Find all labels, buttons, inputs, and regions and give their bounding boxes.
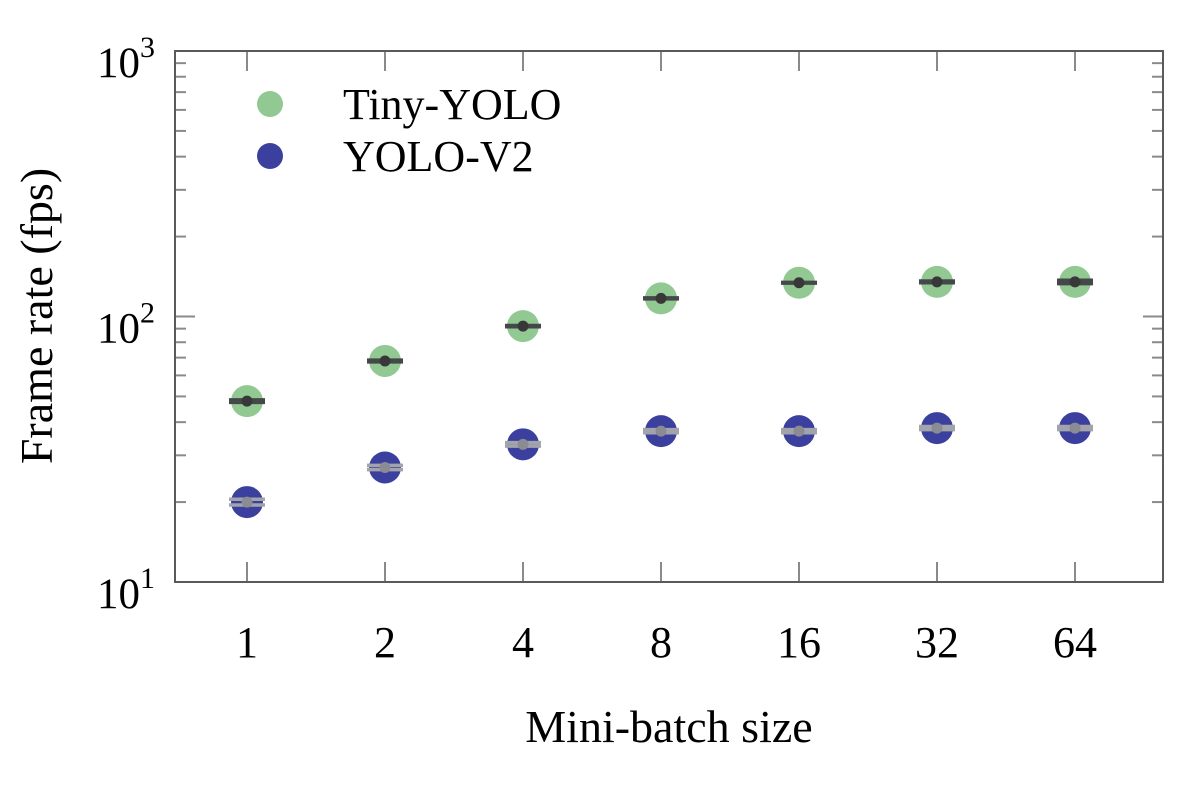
marker-center-dot	[379, 355, 391, 367]
marker-center-dot	[655, 292, 667, 304]
legend-label-tiny-yolo: Tiny-YOLO	[343, 80, 561, 129]
marker-center-dot	[1069, 276, 1081, 288]
data-point-tiny-yolo-batch-16	[781, 266, 817, 299]
legend-marker-yolo-v2-icon	[257, 143, 283, 169]
plot-frame	[174, 50, 1164, 583]
axis-ticks	[175, 50, 1163, 583]
x-tick-label: 1	[236, 618, 258, 667]
data-point-yolo-v2-batch-2	[367, 451, 403, 484]
x-axis-title: Mini-batch size	[525, 701, 812, 752]
legend-item-yolo-v2: YOLO-V2	[257, 132, 534, 181]
legend-label-yolo-v2: YOLO-V2	[343, 132, 534, 181]
marker-center-dot	[241, 395, 253, 407]
marker-center-dot	[931, 276, 943, 288]
x-tick-labels: 1 2 4 8 16 32 64	[236, 618, 1097, 667]
y-axis-title: Frame rate (fps)	[11, 168, 62, 464]
marker-center-dot	[793, 425, 805, 437]
x-tick-label: 64	[1053, 618, 1097, 667]
data-point-yolo-v2-batch-4	[505, 428, 541, 461]
x-tick-label: 4	[512, 618, 534, 667]
legend: Tiny-YOLO YOLO-V2	[257, 80, 561, 181]
marker-center-dot	[241, 496, 253, 508]
data-point-yolo-v2-batch-64	[1057, 412, 1093, 445]
x-tick-label: 2	[374, 618, 396, 667]
data-point-tiny-yolo-batch-4	[505, 310, 541, 343]
data-point-yolo-v2-batch-8	[643, 415, 679, 448]
marker-center-dot	[379, 461, 391, 473]
data-point-yolo-v2-batch-1	[229, 486, 265, 519]
y-tick-label: 101	[97, 562, 155, 618]
marker-center-dot	[1069, 422, 1081, 434]
data-point-tiny-yolo-batch-1	[229, 385, 265, 418]
marker-center-dot	[517, 438, 529, 450]
marker-center-dot	[517, 320, 529, 332]
data-point-tiny-yolo-batch-2	[367, 344, 403, 377]
data-point-yolo-v2-batch-32	[919, 412, 955, 445]
y-tick-labels: 103 102 101	[97, 31, 155, 618]
y-tick-label: 102	[97, 297, 155, 353]
marker-center-dot	[931, 422, 943, 434]
data-point-tiny-yolo-batch-32	[919, 265, 955, 298]
y-tick-label: 103	[97, 31, 155, 87]
x-tick-label: 32	[915, 618, 959, 667]
marker-center-dot	[655, 425, 667, 437]
data-point-tiny-yolo-batch-64	[1057, 265, 1093, 298]
marker-center-dot	[793, 277, 805, 289]
x-tick-label: 8	[650, 618, 672, 667]
x-tick-label: 16	[777, 618, 821, 667]
legend-marker-tiny-yolo-icon	[257, 91, 283, 117]
data-points	[229, 265, 1093, 519]
legend-item-tiny-yolo: Tiny-YOLO	[257, 80, 561, 129]
data-point-tiny-yolo-batch-8	[643, 282, 679, 315]
data-point-yolo-v2-batch-16	[781, 415, 817, 448]
